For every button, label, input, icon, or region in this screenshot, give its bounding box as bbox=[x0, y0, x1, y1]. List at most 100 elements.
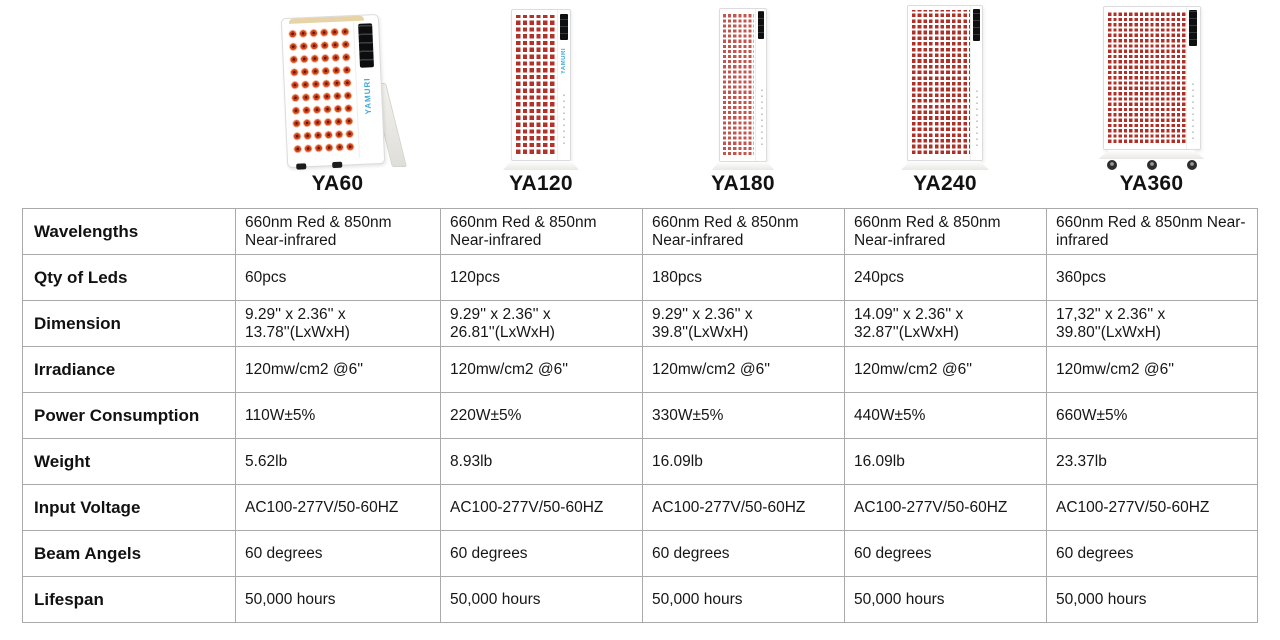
spec-row-power-consumption: Power Consumption 110W±5% 220W±5% 330W±5% 44… bbox=[22, 392, 1258, 439]
cell-dimension-ya240: 14.09'' x 2.36'' x 32.87''(LxWxH) bbox=[844, 300, 1047, 347]
product-column-ya120: YAMURI bbox=[440, 0, 642, 170]
cell-irradiance-ya240: 120mw/cm2 @6'' bbox=[844, 346, 1047, 393]
led-grid bbox=[723, 13, 754, 155]
control-side-panel bbox=[1185, 7, 1200, 149]
cell-weight-ya240: 16.09lb bbox=[844, 438, 1047, 485]
spec-row-input-voltage: Input Voltage AC100-277V/50-60HZ AC100-277… bbox=[22, 484, 1258, 531]
cell-dimension-ya180: 9.29'' x 2.36'' x 39.8''(LxWxH) bbox=[642, 300, 845, 347]
ya240-product-image bbox=[901, 5, 989, 170]
panel-foot bbox=[331, 161, 342, 169]
spec-row-weight: Weight 5.62lb 8.93lb 16.09lb 16.09lb 23.37lb bbox=[22, 438, 1258, 485]
control-side-panel bbox=[755, 9, 766, 161]
panel-foot bbox=[295, 163, 306, 170]
cell-qty-of-leds-ya180: 180pcs bbox=[642, 254, 845, 301]
panel-base bbox=[503, 161, 579, 170]
model-name-ya60: YA60 bbox=[311, 172, 364, 195]
model-name-ya180: YA180 bbox=[711, 172, 775, 195]
panel-base bbox=[712, 162, 774, 170]
product-showcase: YAMURI YAMURI bbox=[0, 0, 1280, 205]
panel-body: YAMURI bbox=[511, 9, 571, 161]
cell-power-consumption-ya60: 110W±5% bbox=[235, 392, 441, 439]
cell-qty-of-leds-ya360: 360pcs bbox=[1046, 254, 1258, 301]
cell-power-consumption-ya180: 330W±5% bbox=[642, 392, 845, 439]
spec-row-beam-angels: Beam Angels 60 degrees 60 degrees 60 degree… bbox=[22, 530, 1258, 577]
cell-input-voltage-ya240: AC100-277V/50-60HZ bbox=[844, 484, 1047, 531]
cell-lifespan-ya60: 50,000 hours bbox=[235, 576, 441, 623]
vent-holes bbox=[563, 90, 566, 144]
row-label-weight: Weight bbox=[22, 438, 236, 485]
vent-holes bbox=[1192, 79, 1195, 139]
control-display bbox=[357, 23, 374, 68]
cell-power-consumption-ya240: 440W±5% bbox=[844, 392, 1047, 439]
cell-dimension-ya60: 9.29'' x 2.36'' x 13.78''(LxWxH) bbox=[235, 300, 441, 347]
cell-qty-of-leds-ya120: 120pcs bbox=[440, 254, 643, 301]
cell-lifespan-ya240: 50,000 hours bbox=[844, 576, 1047, 623]
cell-beam-angels-ya240: 60 degrees bbox=[844, 530, 1047, 577]
spec-row-wavelengths: Wavelengths 660nm Red & 850nm Near-infrar… bbox=[22, 208, 1258, 255]
cell-input-voltage-ya360: AC100-277V/50-60HZ bbox=[1046, 484, 1258, 531]
cell-lifespan-ya360: 50,000 hours bbox=[1046, 576, 1258, 623]
cell-input-voltage-ya60: AC100-277V/50-60HZ bbox=[235, 484, 441, 531]
row-label-lifespan: Lifespan bbox=[22, 576, 236, 623]
model-name-ya120: YA120 bbox=[509, 172, 573, 195]
cell-irradiance-ya360: 120mw/cm2 @6'' bbox=[1046, 346, 1258, 393]
cell-dimension-ya120: 9.29'' x 2.36'' x 26.81''(LxWxH) bbox=[440, 300, 643, 347]
row-label-wavelengths: Wavelengths bbox=[22, 208, 236, 255]
control-display bbox=[1188, 10, 1197, 46]
ya60-product-image: YAMURI bbox=[278, 12, 407, 170]
led-grid bbox=[516, 15, 557, 154]
cell-wavelengths-ya240: 660nm Red & 850nm Near-infrared bbox=[844, 208, 1047, 255]
cell-weight-ya180: 16.09lb bbox=[642, 438, 845, 485]
spec-comparison-table: Wavelengths 660nm Red & 850nm Near-infrar… bbox=[22, 208, 1258, 623]
control-side-panel: YAMURI bbox=[352, 21, 381, 158]
control-display bbox=[758, 11, 764, 39]
spec-table-body: Wavelengths 660nm Red & 850nm Near-infrar… bbox=[22, 208, 1258, 623]
model-name-ya240: YA240 bbox=[913, 172, 977, 195]
control-side-panel: YAMURI bbox=[557, 10, 570, 160]
panel-body bbox=[1102, 6, 1201, 150]
caster-wheel bbox=[1106, 160, 1117, 170]
led-grid bbox=[912, 10, 970, 154]
vent-holes bbox=[975, 86, 978, 146]
row-label-irradiance: Irradiance bbox=[22, 346, 236, 393]
cell-power-consumption-ya120: 220W±5% bbox=[440, 392, 643, 439]
caster-wheel bbox=[1186, 160, 1197, 170]
product-column-ya60: YAMURI bbox=[235, 0, 440, 170]
panel-body: YAMURI bbox=[280, 13, 385, 170]
ya120-product-image: YAMURI bbox=[503, 9, 579, 170]
model-name-ya360: YA360 bbox=[1119, 172, 1184, 195]
product-column-ya240 bbox=[844, 0, 1046, 170]
cell-wavelengths-ya120: 660nm Red & 850nm Near-infrared bbox=[440, 208, 643, 255]
cell-irradiance-ya180: 120mw/cm2 @6'' bbox=[642, 346, 845, 393]
cell-beam-angels-ya180: 60 degrees bbox=[642, 530, 845, 577]
product-column-ya360 bbox=[1046, 0, 1257, 170]
cell-beam-angels-ya60: 60 degrees bbox=[235, 530, 441, 577]
ya180-product-image bbox=[712, 8, 774, 170]
cell-lifespan-ya120: 50,000 hours bbox=[440, 576, 643, 623]
led-grid bbox=[286, 25, 356, 156]
row-label-dimension: Dimension bbox=[22, 300, 236, 347]
brand-logo-text: YAMURI bbox=[361, 77, 373, 115]
cell-irradiance-ya120: 120mw/cm2 @6'' bbox=[440, 346, 643, 393]
cell-wavelengths-ya180: 660nm Red & 850nm Near-infrared bbox=[642, 208, 845, 255]
cell-wavelengths-ya360: 660nm Red & 850nm Near-infrared bbox=[1046, 208, 1258, 255]
control-display bbox=[560, 14, 568, 40]
row-label-beam-angels: Beam Angels bbox=[22, 530, 236, 577]
cell-weight-ya60: 5.62lb bbox=[235, 438, 441, 485]
cell-input-voltage-ya180: AC100-277V/50-60HZ bbox=[642, 484, 845, 531]
panel-body bbox=[907, 5, 983, 161]
panel-base bbox=[901, 161, 989, 170]
panel-body bbox=[719, 8, 767, 162]
cell-weight-ya120: 8.93lb bbox=[440, 438, 643, 485]
row-label-qty-of-leds: Qty of Leds bbox=[22, 254, 236, 301]
led-grid bbox=[1107, 11, 1186, 143]
cell-dimension-ya360: 17,32'' x 2.36'' x 39.80''(LxWxH) bbox=[1046, 300, 1258, 347]
cell-beam-angels-ya360: 60 degrees bbox=[1046, 530, 1258, 577]
caster-wheel bbox=[1146, 160, 1157, 170]
cell-beam-angels-ya120: 60 degrees bbox=[440, 530, 643, 577]
panel-base bbox=[1098, 150, 1205, 159]
cell-wavelengths-ya60: 660nm Red & 850nm Near-infrared bbox=[235, 208, 441, 255]
spec-row-lifespan: Lifespan 50,000 hours 50,000 hours 50,000 h… bbox=[22, 576, 1258, 623]
row-label-power-consumption: Power Consumption bbox=[22, 392, 236, 439]
